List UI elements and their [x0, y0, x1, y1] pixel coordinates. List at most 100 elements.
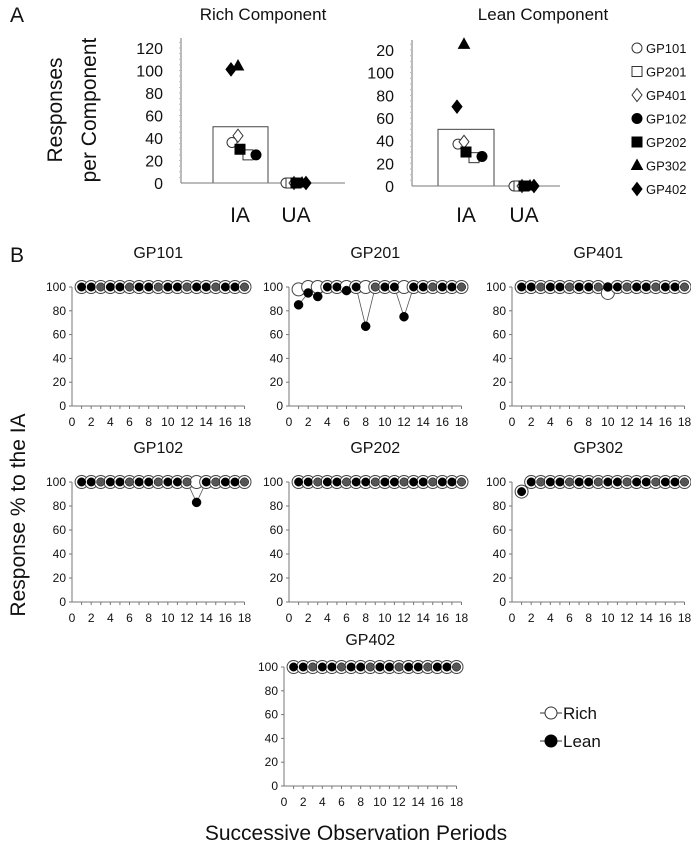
- lean-point: [680, 477, 689, 487]
- lean-point: [545, 282, 555, 292]
- lean-point: [172, 282, 182, 292]
- lean-point: [172, 477, 182, 487]
- lean-point: [322, 477, 332, 487]
- x-tick-label: 12: [180, 611, 194, 625]
- lean-point: [651, 282, 661, 292]
- x-tick-label: 6: [566, 415, 573, 429]
- lean-point: [380, 477, 390, 487]
- plot-title: Lean Component: [478, 5, 609, 24]
- x-tick-label: 16: [436, 415, 450, 429]
- lean-point: [134, 282, 144, 292]
- lean-point: [517, 282, 527, 292]
- y-tick-label: 40: [265, 731, 279, 745]
- x-tick-label: 14: [199, 415, 213, 429]
- panel-b-legend: Rich Lean: [540, 704, 601, 751]
- x-axis-title: Successive Observation Periods: [205, 822, 507, 845]
- lean-point: [294, 477, 304, 487]
- point-gp202-ia: [234, 143, 246, 155]
- y-tick-label: 120: [136, 41, 163, 58]
- lean-point: [240, 282, 249, 292]
- y-tick-label: 40: [493, 547, 507, 561]
- lean-point: [612, 477, 622, 487]
- x-tick-label: 6: [126, 611, 133, 625]
- lean-point: [289, 662, 299, 672]
- lean-point: [452, 662, 461, 672]
- lean-point: [105, 282, 115, 292]
- lean-point: [670, 282, 680, 292]
- lean-point: [457, 282, 466, 292]
- y-tick-label: 40: [270, 547, 284, 561]
- lean-point: [399, 312, 409, 322]
- y-tick-label: 60: [493, 523, 507, 537]
- panel-a-y-axis-title: Responses per Component: [44, 37, 101, 182]
- x-tick-label: 4: [547, 415, 554, 429]
- x-tick-label: 16: [659, 611, 673, 625]
- x-tick-label: 4: [319, 795, 326, 809]
- panel-label-a: A: [10, 4, 24, 27]
- y-tick-label: 20: [145, 154, 163, 171]
- lean-point: [584, 282, 594, 292]
- lean-point: [536, 477, 546, 487]
- x-tick-label: 16: [219, 611, 233, 625]
- lean-point: [447, 282, 457, 292]
- lean-point: [342, 477, 351, 487]
- lean-point: [413, 662, 423, 672]
- y-axis-title-line1: Responses: [44, 57, 67, 162]
- lean-point: [153, 477, 163, 487]
- x-tick-label: 10: [161, 415, 175, 429]
- y-tick-label: 60: [265, 708, 279, 722]
- lean-point: [303, 477, 313, 487]
- lean-point: [337, 662, 346, 672]
- subplot-title: GP401: [573, 245, 623, 262]
- y-tick-label: 100: [258, 660, 278, 674]
- x-tick-label: 2: [300, 795, 307, 809]
- y-tick-label: 40: [53, 547, 67, 561]
- y-tick-label: 20: [265, 755, 279, 769]
- y-tick-label: 100: [46, 475, 66, 489]
- x-tick-label: 18: [678, 415, 691, 429]
- category-label: IA: [230, 204, 250, 227]
- lean-point: [603, 282, 613, 292]
- x-tick-label: 16: [431, 795, 445, 809]
- x-tick-label: 12: [397, 415, 411, 429]
- x-tick-label: 18: [238, 415, 252, 429]
- x-tick-label: 6: [338, 795, 345, 809]
- legend-label: Lean: [563, 732, 601, 751]
- lean-point: [437, 477, 447, 487]
- y-tick-label: 40: [493, 351, 507, 365]
- legend-label: GP101: [646, 41, 686, 56]
- legend-label: GP302: [646, 159, 686, 174]
- x-tick-label: 6: [343, 415, 350, 429]
- lean-point: [660, 477, 670, 487]
- lean-point: [77, 477, 87, 487]
- lean-point: [201, 282, 211, 292]
- x-tick-label: 6: [126, 415, 133, 429]
- lean-point: [680, 282, 689, 292]
- x-tick-label: 14: [639, 611, 653, 625]
- x-tick-label: 18: [455, 611, 469, 625]
- point-gp402-ua: [528, 178, 540, 194]
- point-gp102-ia: [250, 149, 262, 161]
- y-tick-label: 20: [270, 571, 284, 585]
- x-tick-label: 14: [416, 415, 430, 429]
- lean-point: [365, 662, 375, 672]
- y-tick-label: 80: [265, 684, 279, 698]
- lean-point: [622, 477, 632, 487]
- lean-point: [447, 477, 457, 487]
- lean-point: [163, 477, 173, 487]
- lean-point: [105, 477, 115, 487]
- point-gp402-ia: [225, 62, 237, 77]
- lean-point: [360, 321, 371, 332]
- rich-component-plot: Rich Component 0 20 40 60 80 100 120 IA UA: [136, 5, 345, 227]
- lean-point: [384, 662, 394, 672]
- x-tick-label: 8: [585, 415, 592, 429]
- lean-point: [317, 662, 327, 672]
- y-tick-label: 80: [376, 88, 394, 105]
- lean-point: [442, 662, 452, 672]
- lean-point: [211, 477, 221, 487]
- x-tick-label: 0: [69, 611, 76, 625]
- x-tick-label: 16: [436, 611, 450, 625]
